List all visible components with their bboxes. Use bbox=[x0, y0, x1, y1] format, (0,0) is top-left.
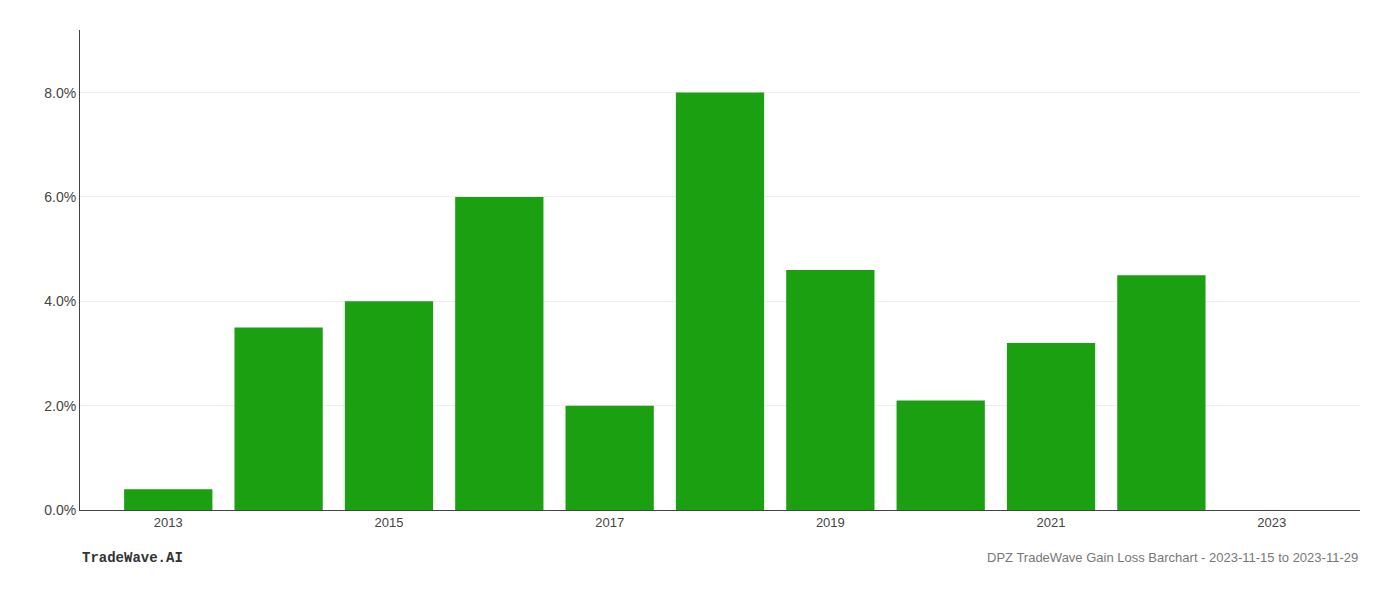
svg-text:2019: 2019 bbox=[816, 515, 845, 530]
svg-text:2017: 2017 bbox=[595, 515, 624, 530]
svg-text:TradeWave.AI: TradeWave.AI bbox=[82, 550, 183, 566]
svg-text:2021: 2021 bbox=[1037, 515, 1066, 530]
svg-text:2023: 2023 bbox=[1257, 515, 1286, 530]
svg-text:2.0%: 2.0% bbox=[44, 398, 76, 414]
svg-text:4.0%: 4.0% bbox=[44, 293, 76, 309]
svg-text:2013: 2013 bbox=[154, 515, 183, 530]
svg-text:6.0%: 6.0% bbox=[44, 189, 76, 205]
svg-text:DPZ TradeWave Gain Loss Barcha: DPZ TradeWave Gain Loss Barchart - 2023-… bbox=[987, 550, 1358, 565]
svg-text:2015: 2015 bbox=[375, 515, 404, 530]
svg-text:8.0%: 8.0% bbox=[44, 85, 76, 101]
svg-text:0.0%: 0.0% bbox=[44, 502, 76, 518]
